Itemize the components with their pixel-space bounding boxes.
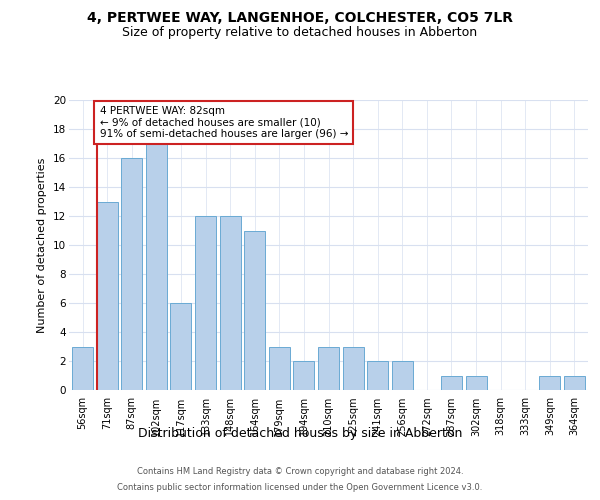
Bar <box>97 202 118 390</box>
Bar <box>170 303 191 390</box>
Bar <box>244 230 265 390</box>
Bar <box>441 376 462 390</box>
Bar <box>269 346 290 390</box>
Text: Distribution of detached houses by size in Abberton: Distribution of detached houses by size … <box>138 428 462 440</box>
Bar <box>195 216 216 390</box>
Bar <box>220 216 241 390</box>
Text: 4 PERTWEE WAY: 82sqm
← 9% of detached houses are smaller (10)
91% of semi-detach: 4 PERTWEE WAY: 82sqm ← 9% of detached ho… <box>100 106 348 139</box>
Bar <box>146 144 167 390</box>
Text: Size of property relative to detached houses in Abberton: Size of property relative to detached ho… <box>122 26 478 39</box>
Bar <box>343 346 364 390</box>
Bar <box>564 376 585 390</box>
Bar <box>367 361 388 390</box>
Bar <box>539 376 560 390</box>
Y-axis label: Number of detached properties: Number of detached properties <box>37 158 47 332</box>
Bar <box>392 361 413 390</box>
Text: Contains HM Land Registry data © Crown copyright and database right 2024.: Contains HM Land Registry data © Crown c… <box>137 468 463 476</box>
Text: 4, PERTWEE WAY, LANGENHOE, COLCHESTER, CO5 7LR: 4, PERTWEE WAY, LANGENHOE, COLCHESTER, C… <box>87 11 513 25</box>
Bar <box>293 361 314 390</box>
Bar <box>121 158 142 390</box>
Bar <box>72 346 93 390</box>
Text: Contains public sector information licensed under the Open Government Licence v3: Contains public sector information licen… <box>118 482 482 492</box>
Bar <box>466 376 487 390</box>
Bar <box>318 346 339 390</box>
